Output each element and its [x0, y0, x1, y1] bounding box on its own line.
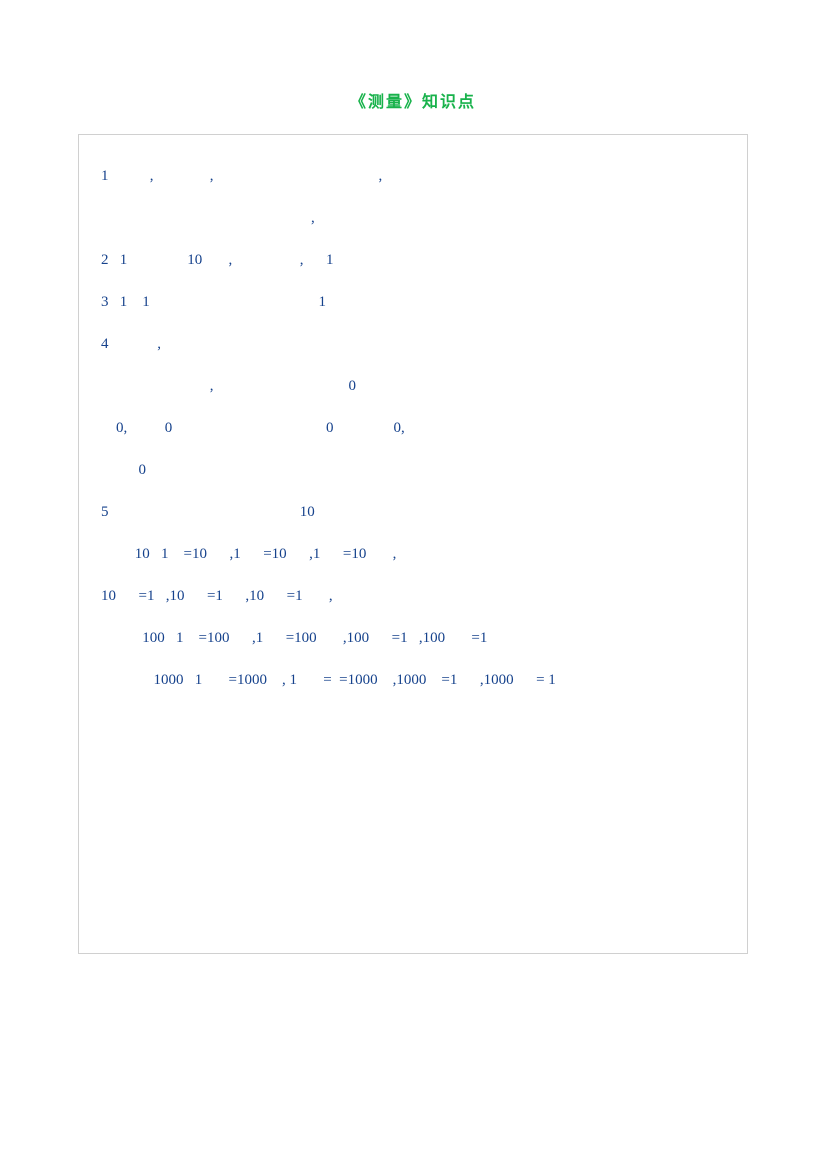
- para-8: , 0: [101, 365, 725, 407]
- document-title: 《测量》知识点: [78, 88, 748, 112]
- para-9: 0, 0 0 0,: [101, 407, 725, 449]
- para-1: ,: [101, 197, 725, 239]
- para-16: 1000 1 =1000 , 1 = =1000 ,1000 =1 ,1000 …: [101, 659, 725, 701]
- para-10: 0: [101, 449, 725, 491]
- para-0: 1 , , ,: [101, 155, 725, 197]
- content-box: 1 , , , , 2 1 10 , ,: [78, 134, 748, 954]
- para-14: 10 =1 ,10 =1 ,10 =1 ,: [101, 575, 725, 617]
- para-12: 5 10: [101, 491, 725, 533]
- para-3: 2 1 10 , , 1: [101, 239, 725, 281]
- para-5: 3 1 1 1: [101, 281, 725, 323]
- para-15: 100 1 =100 ,1 =100 ,100 =1 ,100 =1: [101, 617, 725, 659]
- para-7: 4 ,: [101, 323, 725, 365]
- para-13: 10 1 =10 ,1 =10 ,1 =10 ,: [101, 533, 725, 575]
- page: 《测量》知识点 1 , , , , 2 1 10 ,: [0, 0, 826, 1168]
